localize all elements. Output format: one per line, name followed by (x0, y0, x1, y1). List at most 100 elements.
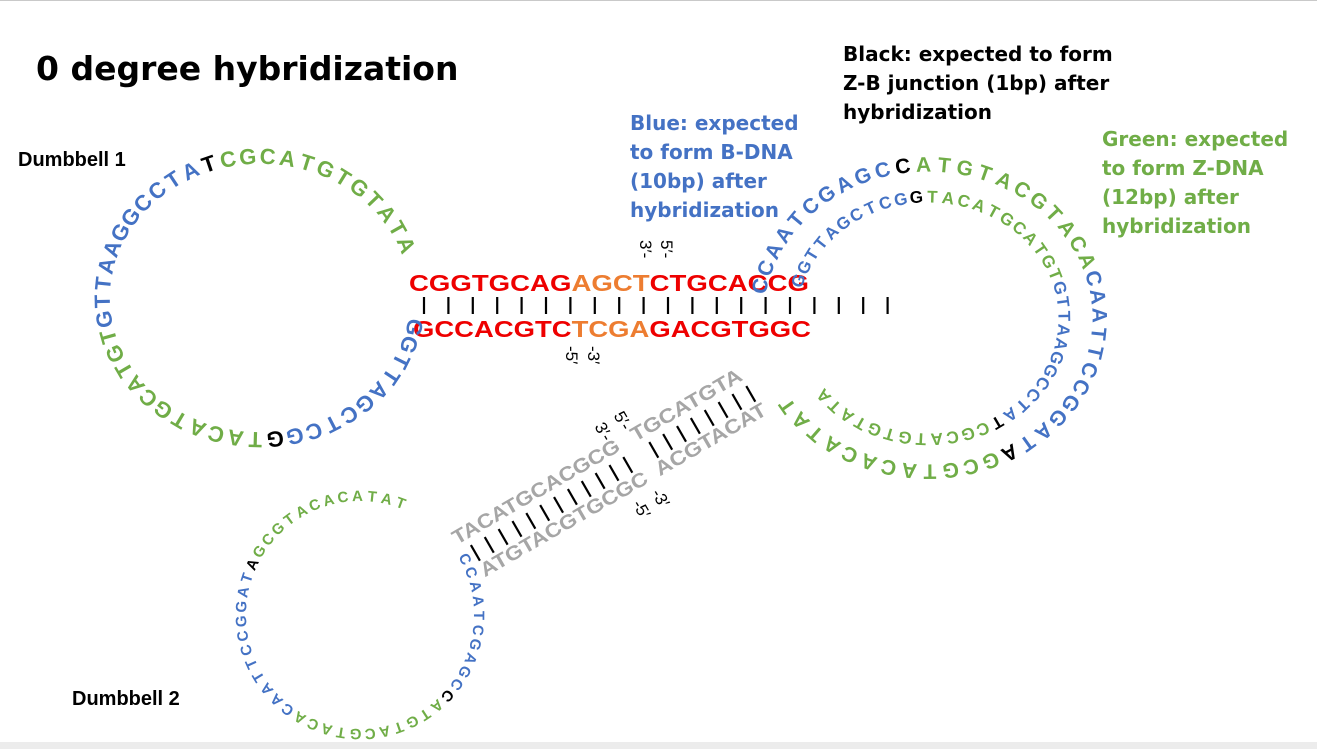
loop-nucleotide: A (226, 424, 246, 451)
loop-nucleotide: G (349, 725, 361, 742)
loop-nucleotide: A (321, 491, 336, 510)
green-annotation: Green: expected to form Z-DNA (12bp) aft… (1102, 127, 1288, 238)
loop-nucleotide: C (336, 488, 349, 506)
loop-nucleotide: A (900, 458, 918, 483)
base-pair-tick (608, 464, 620, 482)
loop-nucleotide: G (1049, 279, 1071, 297)
loop-nucleotide: G (897, 427, 913, 448)
loop-nucleotide: C (1080, 268, 1106, 289)
bottom-edge (0, 742, 1317, 749)
loop-nucleotide: G (266, 426, 285, 453)
loop-nucleotide: A (319, 719, 334, 738)
loop-nucleotide: T (1054, 311, 1073, 322)
loop-nucleotide: T (927, 187, 939, 206)
center-stem: CGGTGCAG AGCT CTGCACCG GCCACGTC TCGA GACGTGG… (409, 240, 889, 364)
loop-nucleotide: G (403, 711, 421, 731)
blue-annotation-line: (10bp) after (630, 169, 767, 193)
base-pair-tick (731, 393, 743, 411)
loop-nucleotide: C (461, 565, 481, 581)
loop-nucleotide: C (876, 192, 894, 214)
loop-nucleotide: G (941, 457, 960, 482)
green-annotation-line: Green: expected (1102, 127, 1288, 151)
dumbbell-2-loop: CCAATCGAGCCATGTACGTACACAATTCCGGATAGCGTAC… (233, 488, 487, 742)
loop-nucleotide: T (249, 668, 268, 685)
base-pair-tick (622, 456, 634, 474)
loop-nucleotide: T (470, 611, 487, 620)
base-pair-tick (469, 544, 481, 562)
loop-nucleotide: G (979, 447, 1003, 474)
loop-nucleotide: T (915, 429, 927, 449)
loop-nucleotide: T (248, 427, 263, 452)
base-pair-tick (703, 409, 715, 427)
base-pair-tick (539, 504, 551, 522)
loop-nucleotide: C (468, 624, 486, 637)
green-annotation-line: (12bp) after (1102, 185, 1239, 209)
blue-annotation: Blue: expected to form B-DNA (10bp) afte… (630, 111, 799, 222)
loop-nucleotide: G (954, 156, 975, 182)
loop-nucleotide: C (879, 454, 899, 480)
green-annotation-line: hybridization (1102, 214, 1251, 238)
green-annotation-line: to form Z-DNA (1102, 156, 1264, 180)
stem-segment: AGCT (571, 270, 649, 296)
stem-segment: CTGCACCG (650, 270, 809, 296)
base-pair-tick (525, 512, 537, 530)
black-annotation-line: Black: expected to form (843, 42, 1113, 66)
loop-nucleotide: G (90, 309, 117, 330)
base-pair-tick (580, 480, 592, 498)
loop-nucleotide: A (1085, 288, 1110, 306)
base-pair-tick (717, 401, 729, 419)
loop-nucleotide: T (975, 161, 995, 187)
base-pair-tick (553, 496, 564, 514)
loop-nucleotide: A (469, 595, 487, 608)
loop-nucleotide: C (753, 257, 780, 279)
loop-nucleotide: G (238, 144, 257, 170)
loop-nucleotide: C (748, 276, 774, 296)
loop-nucleotide: G (851, 163, 875, 190)
stem-bottom-5prime: -5′ (562, 346, 581, 364)
dumbbell-1-label: Dumbbell 1 (18, 149, 126, 171)
loop-nucleotide: G (1045, 348, 1067, 367)
loop-nucleotide: C (237, 642, 256, 658)
loop-nucleotide: A (377, 721, 391, 740)
loop-nucleotide: A (92, 255, 120, 276)
loop-nucleotide: C (259, 144, 276, 170)
base-pair-tick (662, 433, 674, 451)
base-pair-tick (497, 528, 509, 546)
loop-nucleotide: C (218, 145, 239, 173)
base-pair-tick (745, 385, 757, 403)
black-annotation-line: Z-B junction (1bp) after (843, 71, 1109, 95)
diagonal-stem: TACATGCACGCG TGCATGTA ATGTACGTGCGC ACGTA… (449, 365, 771, 582)
stem-top-3prime: 3′- (636, 240, 655, 258)
loop-nucleotide: C (961, 453, 981, 479)
loop-nucleotide: T (90, 275, 116, 291)
base-pair-tick (689, 417, 701, 435)
loop-nucleotide: C (205, 420, 227, 448)
loop-nucleotide: T (90, 294, 115, 309)
stem-segment: GCCACGTC (413, 316, 572, 342)
page-title: 0 degree hybridization (36, 49, 458, 88)
base-pair-tick (566, 488, 578, 506)
loop-nucleotide: T (1086, 326, 1110, 341)
base-pair-tick (594, 472, 606, 490)
loop-nucleotide: G (284, 422, 306, 450)
loop-nucleotide: T (242, 656, 261, 671)
loop-nucleotide: C (894, 154, 912, 179)
blue-annotation-line: hybridization (630, 198, 779, 222)
loop-nucleotide: T (238, 571, 257, 585)
loop-nucleotide: T (393, 494, 407, 513)
loop-nucleotide: T (1082, 343, 1107, 361)
loop-nucleotide: G (465, 637, 484, 653)
stem-segment: GACGTGGC (649, 316, 811, 342)
loop-nucleotide: A (379, 490, 394, 509)
loop-nucleotide: T (335, 723, 347, 741)
base-pair-tick (676, 425, 687, 443)
loop-nucleotide: C (955, 190, 972, 212)
loop-nucleotide: T (923, 459, 936, 482)
loop-nucleotide: T (198, 150, 219, 178)
stem-segment: TCGA (572, 316, 650, 342)
loop-nucleotide: A (277, 145, 297, 172)
base-pair-tick (648, 441, 660, 459)
stem-bottom-strand: GCCACGTC TCGA GACGTGGC (413, 316, 811, 342)
